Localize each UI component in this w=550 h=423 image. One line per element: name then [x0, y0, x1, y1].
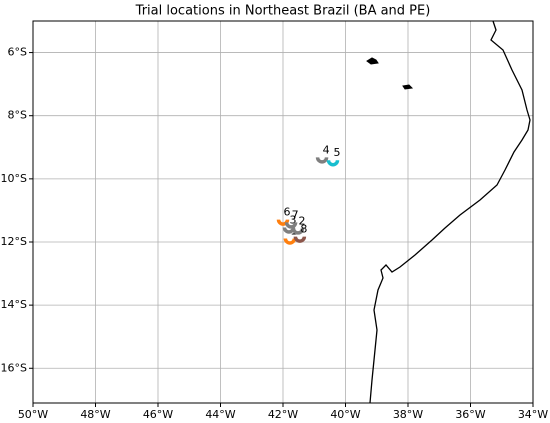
point-label: 5	[334, 146, 341, 159]
grid	[32, 21, 534, 403]
coastline	[369, 20, 531, 404]
location-marker	[276, 219, 290, 226]
x-tick-label: 44°W	[205, 408, 235, 421]
chart-title: Trial locations in Northeast Brazil (BA …	[135, 4, 431, 19]
y-tick-label: 12°S	[1, 235, 27, 248]
location-marker	[283, 238, 297, 245]
location-marker	[282, 227, 296, 234]
location-marker	[315, 157, 329, 164]
island	[402, 84, 414, 90]
point-label: 4	[323, 143, 330, 156]
point-label: 2	[299, 214, 306, 227]
x-tick-label: 46°W	[143, 408, 173, 421]
location-marker	[293, 236, 307, 243]
x-tick-label: 40°W	[330, 408, 360, 421]
x-tick-label: 42°W	[268, 408, 298, 421]
point-label: 8	[300, 223, 307, 236]
y-tick-label: 14°S	[1, 298, 27, 311]
y-tick-label: 10°S	[1, 172, 27, 185]
point-label: 6	[284, 206, 291, 219]
y-tick-label: 16°S	[1, 361, 27, 374]
x-tick-label: 50°W	[18, 408, 48, 421]
island	[366, 57, 379, 65]
x-tick-label: 34°W	[518, 408, 548, 421]
x-tick-label: 36°W	[455, 408, 485, 421]
x-tick-label: 38°W	[393, 408, 423, 421]
point-label: 3	[289, 213, 296, 226]
y-tick-label: 6°S	[8, 46, 27, 59]
point-label: 7	[292, 208, 299, 221]
location-marker	[284, 222, 298, 229]
location-marker	[326, 159, 340, 167]
y-tick-label: 8°S	[8, 109, 27, 122]
x-tick-label: 48°W	[80, 408, 110, 421]
